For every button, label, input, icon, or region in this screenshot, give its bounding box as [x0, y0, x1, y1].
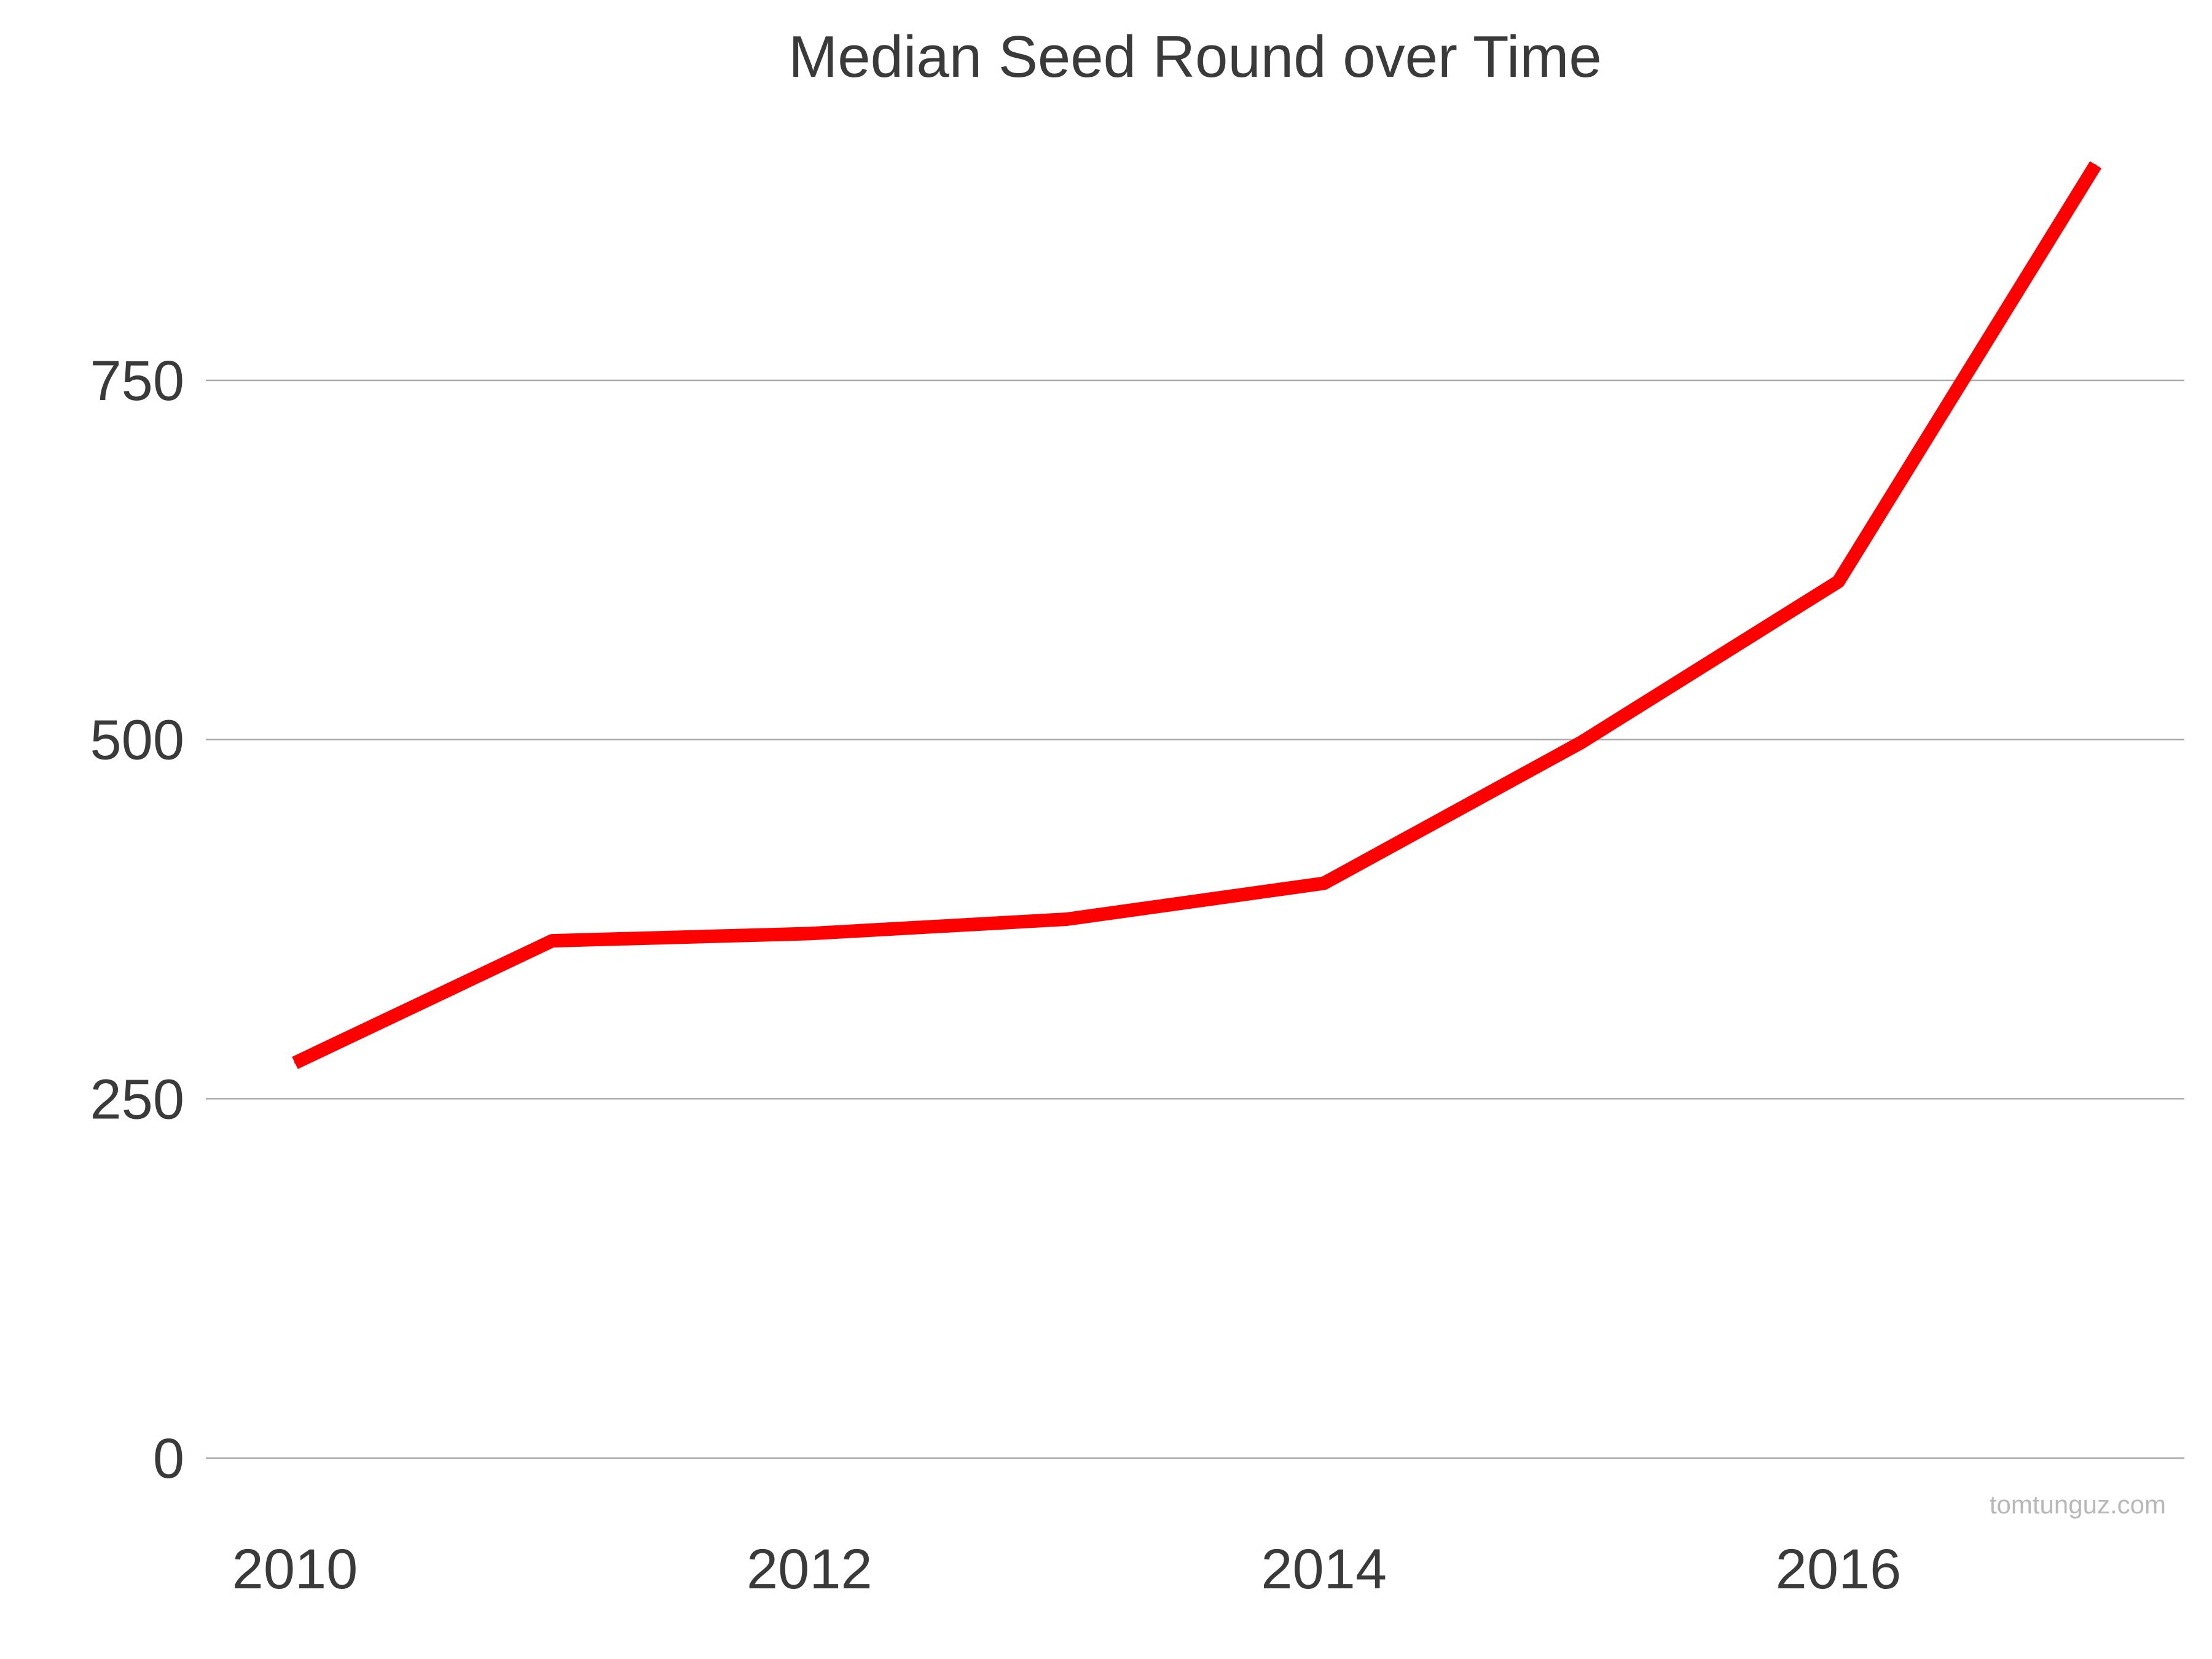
data-point-2016: [1838, 581, 1839, 582]
data-point-2010: [294, 1062, 296, 1064]
series-line: [292, 161, 2102, 1069]
series-layer: [292, 161, 2102, 1069]
x-tick-label: 2010: [232, 1538, 358, 1601]
data-point-2011: [551, 940, 553, 942]
y-tick-label: 0: [153, 1427, 184, 1490]
data-point-2012: [809, 933, 810, 935]
x-tick-label: 2016: [1776, 1538, 1902, 1601]
chart-title: Median Seed Round over Time: [788, 24, 1601, 90]
data-point-2013: [1066, 919, 1067, 920]
y-axis-tick-labels: 0 250 500 750: [90, 350, 185, 1490]
y-tick-label: 500: [90, 709, 185, 772]
y-tick-label: 750: [90, 350, 185, 412]
grid-lines: [206, 379, 2184, 1459]
y-tick-label: 250: [90, 1068, 185, 1131]
x-tick-label: 2014: [1261, 1538, 1387, 1601]
watermark-text: tomtunguz.com: [1990, 1490, 2166, 1519]
data-point-2014: [1323, 882, 1325, 884]
data-point-2015: [1580, 742, 1582, 743]
x-tick-label: 2012: [747, 1538, 873, 1601]
x-axis-tick-labels: 2010 2012 2014 2016: [232, 1538, 1902, 1601]
data-point-2017: [2095, 164, 2096, 166]
